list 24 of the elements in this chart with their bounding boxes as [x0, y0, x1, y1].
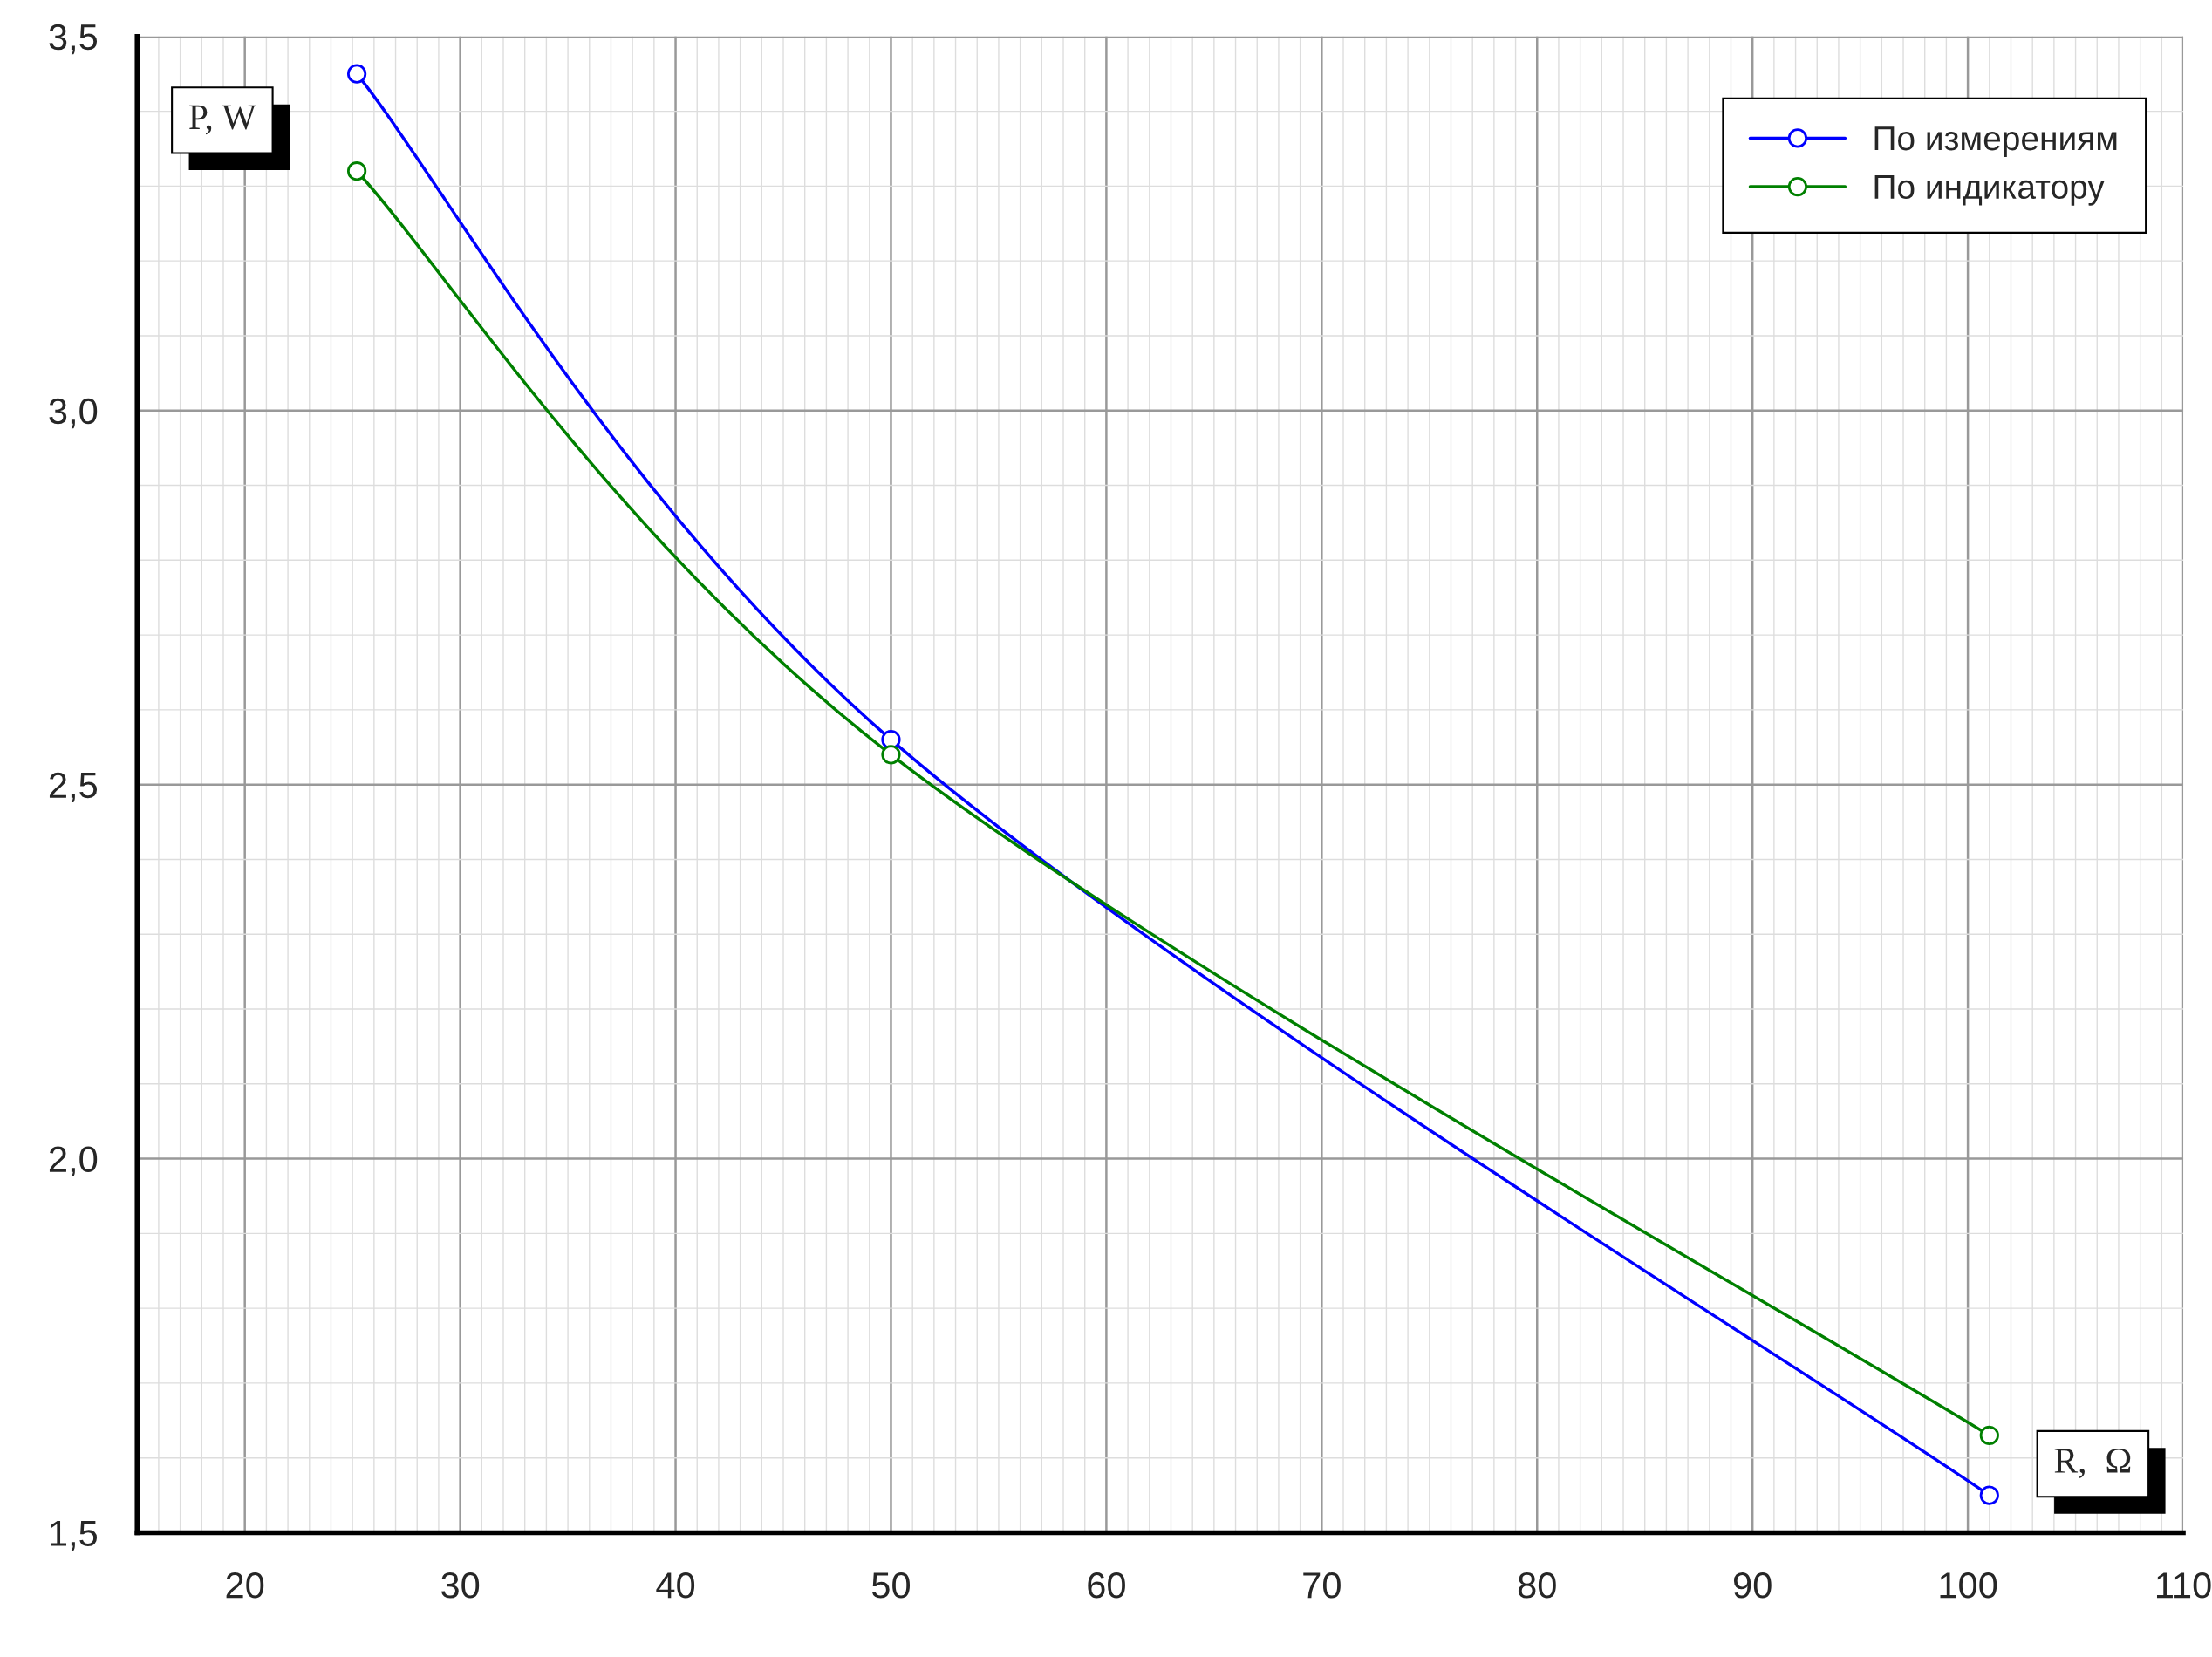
x-tick-label: 20 — [226, 1572, 264, 1599]
y-axis-title: P, W — [189, 105, 256, 135]
point — [346, 161, 367, 181]
x-tick-label: 110 — [2156, 1572, 2211, 1599]
y-tick-label: 3,5 — [49, 24, 98, 55]
y-tick-label: 3,0 — [49, 398, 98, 429]
x-tick-label: 40 — [656, 1572, 695, 1599]
x-tick-label: 90 — [1733, 1572, 1772, 1599]
x-tick-label: 50 — [871, 1572, 911, 1599]
x-tick-label: 80 — [1518, 1572, 1556, 1599]
x-tick-label: 30 — [441, 1572, 480, 1599]
point — [346, 64, 367, 84]
y-tick-label: 1,5 — [51, 1520, 98, 1551]
point — [881, 745, 901, 765]
x-axis-title: R, Ω — [2054, 1448, 2131, 1478]
legend-label: По измерениям — [1874, 126, 2117, 158]
y-tick-label: 2,5 — [49, 772, 98, 803]
y-tick-label: 2,0 — [49, 1146, 98, 1176]
point — [1979, 1485, 1999, 1505]
x-tick-label: 60 — [1088, 1572, 1125, 1599]
point — [1979, 1425, 1999, 1446]
x-tick-label: 70 — [1303, 1572, 1341, 1599]
legend-label: По индикатору — [1874, 174, 2105, 206]
x-tick-label: 100 — [1940, 1572, 1997, 1599]
